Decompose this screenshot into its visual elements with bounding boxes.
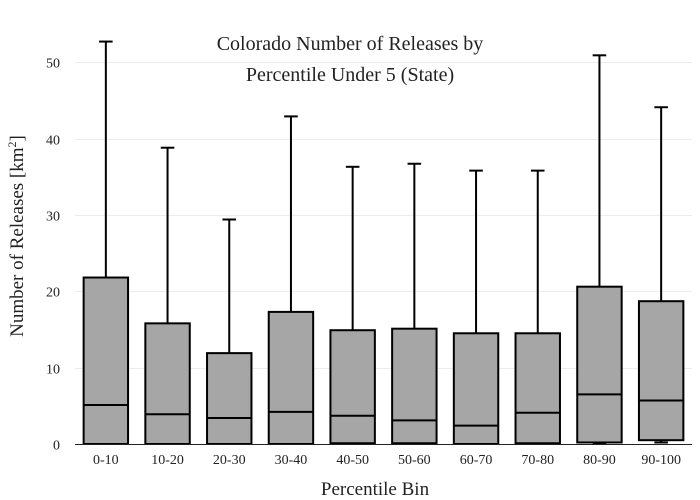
y-axis-title-main: Number of Releases [km — [7, 147, 28, 337]
box-iqr — [82, 276, 130, 446]
x-tick-label: 0-10 — [93, 453, 119, 468]
x-tick-labels: 0-10 10-20 20-30 30-40 40-50 50-60 60-70 70-80 8… — [93, 453, 681, 468]
y-axis-title: Number of Releases [km2] — [5, 135, 28, 337]
box-iqr — [144, 322, 191, 446]
box-iqr — [391, 327, 438, 445]
y-tick-labels: 0 10 20 30 40 50 — [46, 57, 60, 454]
box-iqr — [514, 332, 561, 445]
y-axis-title-superscript: 2 — [5, 141, 19, 147]
y-tick-label: 30 — [46, 210, 60, 225]
box-0-10 — [82, 40, 130, 446]
y-tick-label: 0 — [53, 439, 60, 454]
x-tick-label: 90-100 — [641, 453, 681, 468]
x-tick-label: 50-60 — [398, 453, 431, 468]
y-tick-label: 10 — [46, 363, 60, 378]
box-90-100 — [637, 106, 685, 444]
x-tick-label: 70-80 — [521, 453, 554, 468]
box-series — [82, 40, 685, 446]
y-tick-label: 20 — [46, 286, 60, 301]
box-60-70 — [452, 169, 500, 446]
x-tick-label: 30-40 — [275, 453, 308, 468]
x-tick-label: 60-70 — [460, 453, 493, 468]
y-tick-label: 50 — [46, 57, 60, 72]
box-iqr — [267, 310, 315, 445]
box-iqr — [637, 300, 685, 442]
x-tick-label: 10-20 — [151, 453, 184, 468]
box-70-80 — [514, 169, 561, 445]
x-tick-label: 40-50 — [336, 453, 369, 468]
box-iqr — [576, 285, 623, 444]
chart-title-line-1: Colorado Number of Releases by — [217, 33, 484, 55]
chart-title-line-2: Percentile Under 5 (State) — [246, 64, 454, 86]
box-iqr — [329, 329, 376, 445]
x-tick-label: 20-30 — [213, 453, 246, 468]
box-iqr — [452, 332, 500, 446]
box-iqr — [206, 352, 253, 445]
box-80-90 — [576, 54, 623, 445]
y-axis-title-suffix: ] — [7, 135, 28, 141]
box-10-20 — [144, 146, 191, 446]
x-tick-label: 80-90 — [583, 453, 616, 468]
y-tick-label: 40 — [46, 134, 60, 149]
box-50-60 — [391, 162, 438, 445]
box-30-40 — [267, 115, 315, 445]
box-40-50 — [329, 165, 376, 445]
x-axis-title: Percentile Bin — [321, 479, 430, 500]
box-20-30 — [206, 218, 253, 445]
